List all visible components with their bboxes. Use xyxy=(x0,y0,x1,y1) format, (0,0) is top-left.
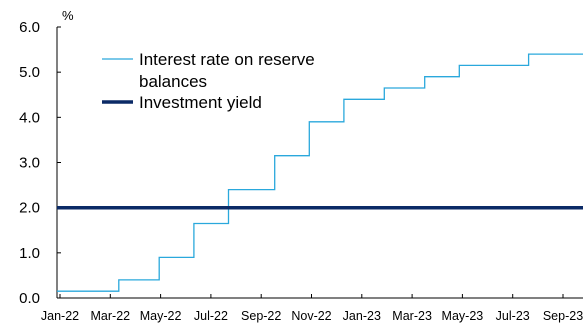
x-tick-label: Nov-22 xyxy=(291,309,331,323)
y-tick-label: 6.0 xyxy=(19,19,40,36)
x-tick-label: May-23 xyxy=(442,309,484,323)
reserve-rate-line xyxy=(57,53,583,292)
x-tick-label: Jul-22 xyxy=(194,309,228,323)
y-axis: 0.0 1.0 2.0 3.0 4.0 5.0 6.0 xyxy=(19,19,61,307)
x-tick-label: Jan-22 xyxy=(41,309,79,323)
y-tick-label: 4.0 xyxy=(19,109,40,126)
x-tick-label: Jul-23 xyxy=(496,309,530,323)
x-tick-label: Mar-23 xyxy=(392,309,432,323)
y-tick-label: 0.0 xyxy=(19,290,40,307)
x-tick-label: Mar-22 xyxy=(91,309,131,323)
x-tick-label: Sep-22 xyxy=(241,309,281,323)
y-axis-unit: % xyxy=(62,8,74,23)
y-tick-label: 3.0 xyxy=(19,155,40,172)
y-tick-label: 1.0 xyxy=(19,245,40,262)
x-tick-label: Sep-23 xyxy=(543,309,583,323)
x-tick-label: Jan-23 xyxy=(343,309,381,323)
series-layer xyxy=(57,53,583,292)
legend-label: balances xyxy=(139,72,207,91)
y-tick-label: 2.0 xyxy=(19,200,40,217)
legend-label: Investment yield xyxy=(139,93,262,112)
x-axis: Jan-22 Mar-22 May-22 Jul-22 Sep-22 Nov-22 Jan-… xyxy=(41,294,583,323)
x-tick-label: May-22 xyxy=(140,309,182,323)
y-tick-label: 5.0 xyxy=(19,64,40,81)
legend-label: Interest rate on reserve xyxy=(139,50,315,69)
legend: Interest rate on reserve balances Investme… xyxy=(102,50,315,112)
